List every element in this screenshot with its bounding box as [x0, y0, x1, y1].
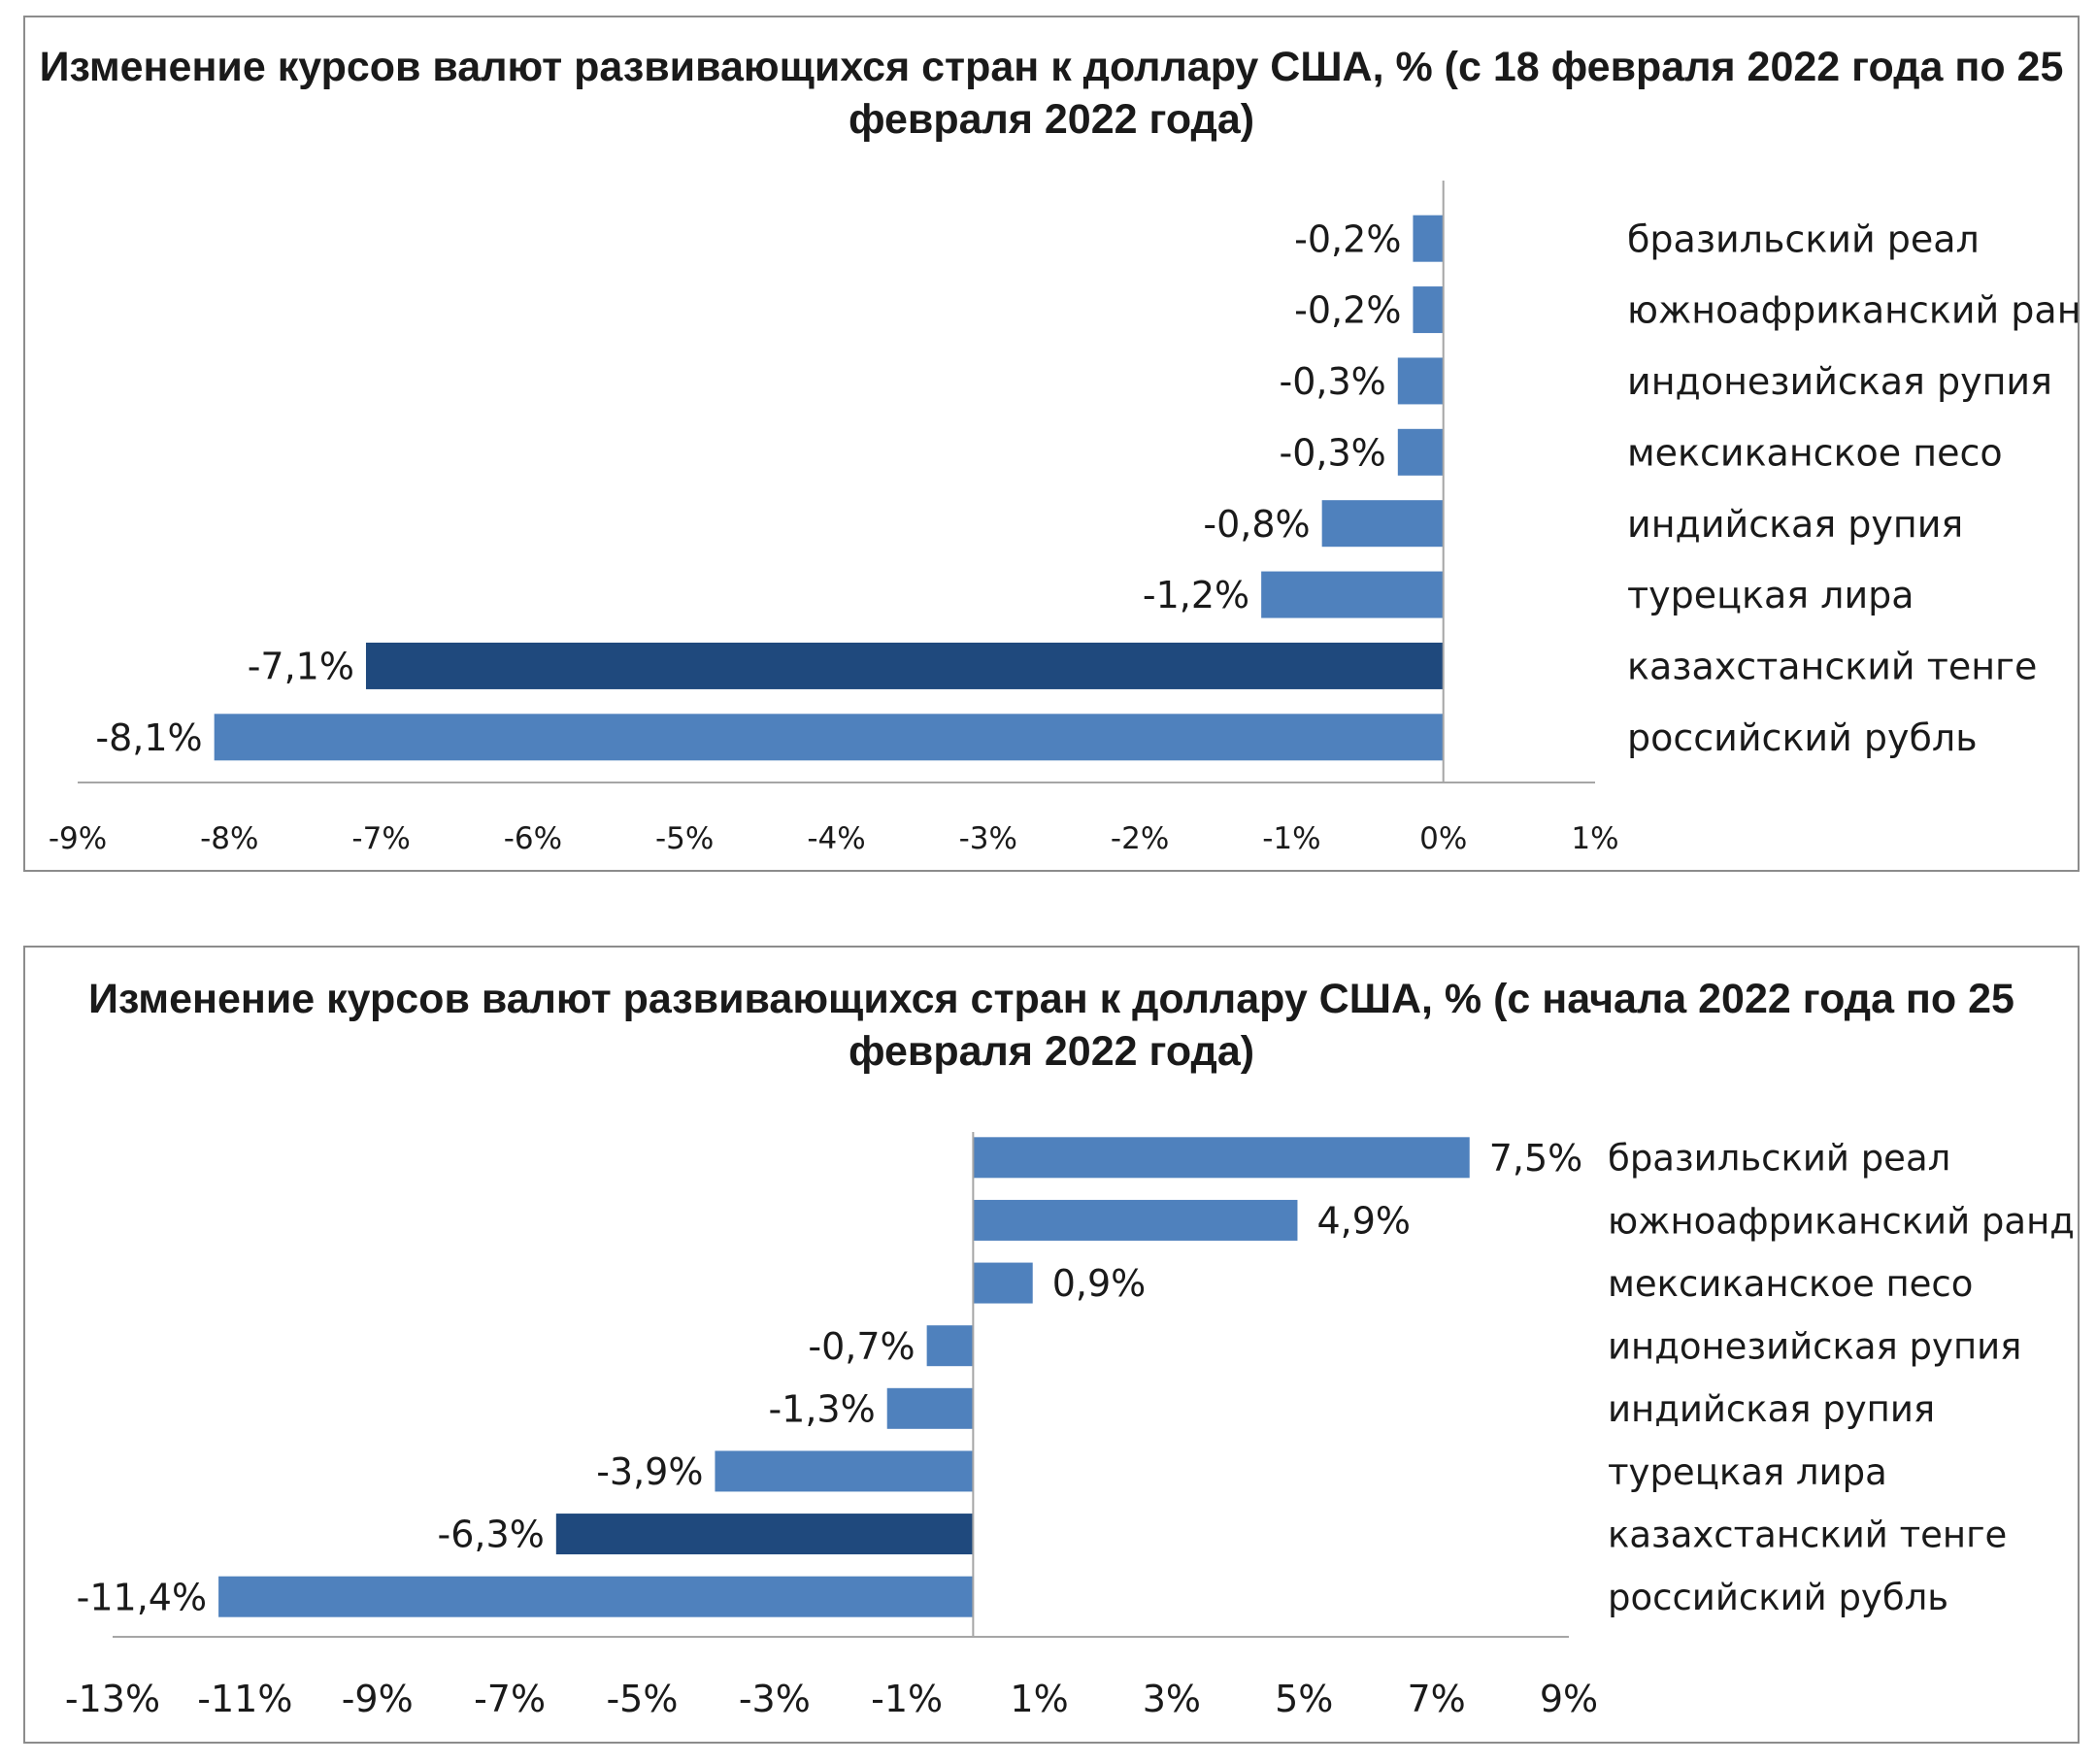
data-label: -7,1% [248, 646, 354, 688]
category-label: индийская рупия [1608, 1388, 1935, 1430]
category-label: казахстанский тенге [1608, 1514, 2007, 1555]
bar-chart-week: -0,2% бразильский реал -0,2% южноафрикански… [49, 181, 2078, 856]
data-label: 0,9% [1052, 1262, 1147, 1305]
tick-label: -9% [342, 1678, 414, 1720]
tick-label: -5% [655, 821, 714, 856]
category-label: индонезийская рупия [1627, 360, 2052, 403]
category-label: казахстанский тенге [1627, 646, 2037, 688]
bar [886, 1387, 974, 1429]
data-label: -0,3% [1280, 360, 1386, 403]
bar [973, 1199, 1298, 1241]
tick-label: -4% [807, 821, 865, 856]
data-label: -0,7% [808, 1325, 915, 1368]
tick-label: -9% [49, 821, 107, 856]
category-label: бразильский реал [1608, 1138, 1950, 1180]
tick-label: -8% [200, 821, 258, 856]
data-label: -8,1% [95, 716, 202, 759]
bar [715, 1450, 974, 1492]
data-label: -0,2% [1294, 217, 1401, 260]
data-label: -0,8% [1203, 503, 1310, 546]
chart-title: Изменение курсов валют развивающихся стр… [39, 44, 2064, 143]
tick-label: -7% [351, 821, 410, 856]
category-label: российский рубль [1608, 1577, 1948, 1618]
tick-label: 5% [1275, 1678, 1333, 1720]
tick-label: 9% [1540, 1678, 1598, 1720]
category-label: мексиканское песо [1608, 1263, 1973, 1305]
category-label: турецкая лира [1627, 574, 1914, 616]
data-label: -0,2% [1294, 289, 1401, 332]
category-label: индийская рупия [1627, 503, 1963, 546]
category-label: южноафриканский ранд [1627, 289, 2078, 332]
category-label: мексиканское песо [1627, 431, 2003, 474]
tick-label: 0% [1419, 821, 1467, 856]
data-label: -11,4% [77, 1576, 207, 1618]
tick-label: 1% [1571, 821, 1618, 856]
bar [1397, 428, 1444, 476]
bar [218, 1576, 974, 1617]
tick-label: -3% [739, 1678, 811, 1720]
category-label: турецкая лира [1608, 1451, 1887, 1493]
bar [926, 1325, 974, 1367]
bar [1321, 500, 1444, 548]
data-label: -6,3% [438, 1514, 545, 1556]
tick-label: -3% [959, 821, 1017, 856]
bar-chart-ytd: 7,5% бразильский реал 4,9% южноафриканский … [65, 1132, 2075, 1720]
bar [365, 642, 1444, 689]
tick-label: 7% [1407, 1678, 1465, 1720]
data-label: 4,9% [1316, 1200, 1411, 1243]
tick-label: -13% [65, 1678, 160, 1720]
bar [1397, 357, 1444, 405]
bar [1413, 215, 1444, 262]
bar [214, 714, 1444, 761]
category-label: индонезийская рупия [1608, 1326, 2021, 1368]
bar [1413, 286, 1444, 334]
data-label: -1,2% [1143, 574, 1249, 616]
tick-label: -1% [871, 1678, 943, 1720]
tick-label: -7% [474, 1678, 546, 1720]
tick-label: 3% [1143, 1678, 1201, 1720]
data-label: -1,3% [768, 1387, 875, 1430]
tick-label: 1% [1010, 1678, 1068, 1720]
tick-label: -6% [504, 821, 562, 856]
chart-panel-ytd: Изменение курсов валют развивающихся стр… [23, 946, 2080, 1744]
category-label: южноафриканский ранд [1608, 1200, 2075, 1242]
bar [1261, 571, 1444, 618]
tick-label: -2% [1111, 821, 1169, 856]
chart-title: Изменение курсов валют развивающихся стр… [88, 976, 2014, 1075]
bar [555, 1514, 974, 1555]
bar [973, 1137, 1470, 1179]
category-label: российский рубль [1627, 716, 1978, 759]
category-label: бразильский реал [1627, 217, 1980, 260]
tick-label: -11% [197, 1678, 292, 1720]
tick-label: -1% [1262, 821, 1320, 856]
data-label: 7,5% [1489, 1137, 1583, 1180]
chart-panel-week: Изменение курсов валют развивающихся стр… [23, 16, 2080, 872]
tick-label: -5% [606, 1678, 678, 1720]
data-label: -3,9% [596, 1450, 703, 1493]
bar [973, 1262, 1033, 1304]
data-label: -0,3% [1280, 431, 1386, 474]
